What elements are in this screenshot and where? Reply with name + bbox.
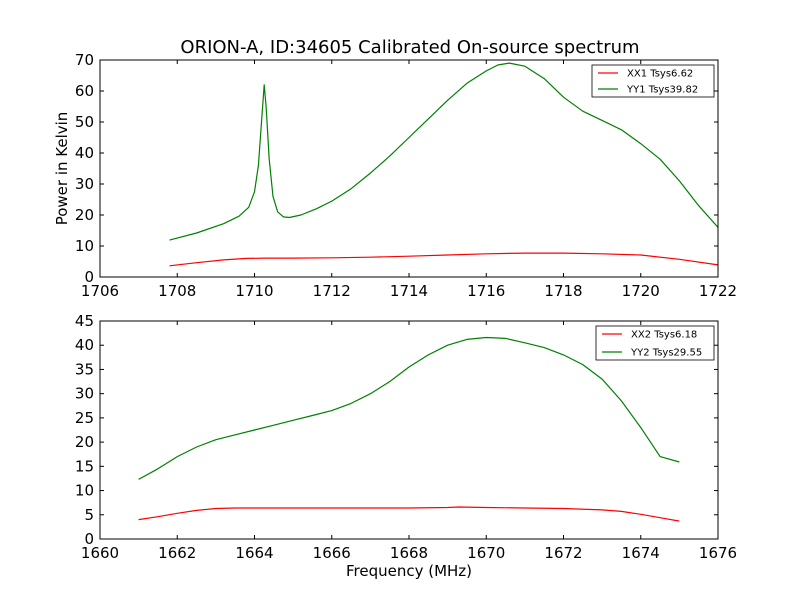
series-line-0-1 bbox=[169, 62, 719, 241]
x-tick-label: 1718 bbox=[544, 282, 582, 300]
series-line-1-0 bbox=[138, 506, 680, 522]
x-tick-label: 1712 bbox=[313, 282, 351, 300]
y-tick-label: 0 bbox=[84, 268, 94, 286]
y-tick-label: 40 bbox=[75, 336, 94, 354]
y-tick-label: 30 bbox=[75, 385, 94, 403]
legend-label: XX1 Tsys6.62 bbox=[627, 69, 693, 80]
x-tick-label: 1670 bbox=[467, 544, 505, 562]
y-tick-label: 5 bbox=[84, 506, 94, 524]
y-axis-label: Power in Kelvin bbox=[53, 112, 71, 226]
x-tick-label: 1716 bbox=[467, 282, 505, 300]
x-tick-label: 1666 bbox=[313, 544, 351, 562]
y-tick-label: 10 bbox=[75, 482, 94, 500]
y-tick-label: 40 bbox=[75, 144, 94, 162]
y-tick-label: 70 bbox=[75, 51, 94, 69]
x-tick-label: 1676 bbox=[699, 544, 737, 562]
bottom-spectrum-chart: 1660 1662 1664 1666 1668 1670 1672 1674 1676 0 5 10… bbox=[75, 312, 737, 580]
x-tick-label: 1668 bbox=[390, 544, 428, 562]
legend-box bbox=[595, 325, 715, 361]
y-tick-label: 35 bbox=[75, 360, 94, 378]
x-tick-label: 1664 bbox=[235, 544, 273, 562]
series-line-0-0 bbox=[169, 252, 719, 267]
y-tick-label: 60 bbox=[75, 82, 94, 100]
y-tick-label: 15 bbox=[75, 457, 94, 475]
x-tick-label: 1662 bbox=[158, 544, 196, 562]
series-line-1-1 bbox=[138, 336, 680, 480]
legend-label: YY1 Tsys39.82 bbox=[626, 85, 698, 96]
y-tick-label: 20 bbox=[75, 206, 94, 224]
x-axis-label: Frequency (MHz) bbox=[346, 562, 472, 580]
y-tick-label: 0 bbox=[84, 530, 94, 548]
y-tick-label: 45 bbox=[75, 312, 94, 330]
y-tick-label: 50 bbox=[75, 113, 94, 131]
x-tick-label: 1672 bbox=[544, 544, 582, 562]
y-tick-label: 20 bbox=[75, 433, 94, 451]
x-tick-label: 1674 bbox=[622, 544, 660, 562]
x-tick-label: 1660 bbox=[81, 544, 119, 562]
y-tick-label: 10 bbox=[75, 237, 94, 255]
y-tick-label: 25 bbox=[75, 409, 94, 427]
legend-label: XX2 Tsys6.18 bbox=[631, 330, 697, 341]
x-tick-label: 1710 bbox=[235, 282, 273, 300]
x-tick-label: 1708 bbox=[158, 282, 196, 300]
legend-box bbox=[591, 64, 715, 98]
legend-label: YY2 Tsys29.55 bbox=[630, 348, 702, 359]
top-spectrum-chart: 1706 1708 1710 1712 1714 1716 1718 1720 1722 0 10 2… bbox=[53, 51, 737, 300]
figure-title: ORION-A, ID:34605 Calibrated On-source s… bbox=[180, 37, 639, 58]
x-tick-label: 1720 bbox=[622, 282, 660, 300]
x-tick-label: 1714 bbox=[390, 282, 428, 300]
x-tick-label: 1722 bbox=[699, 282, 737, 300]
x-tick-label: 1706 bbox=[81, 282, 119, 300]
y-tick-label: 30 bbox=[75, 175, 94, 193]
